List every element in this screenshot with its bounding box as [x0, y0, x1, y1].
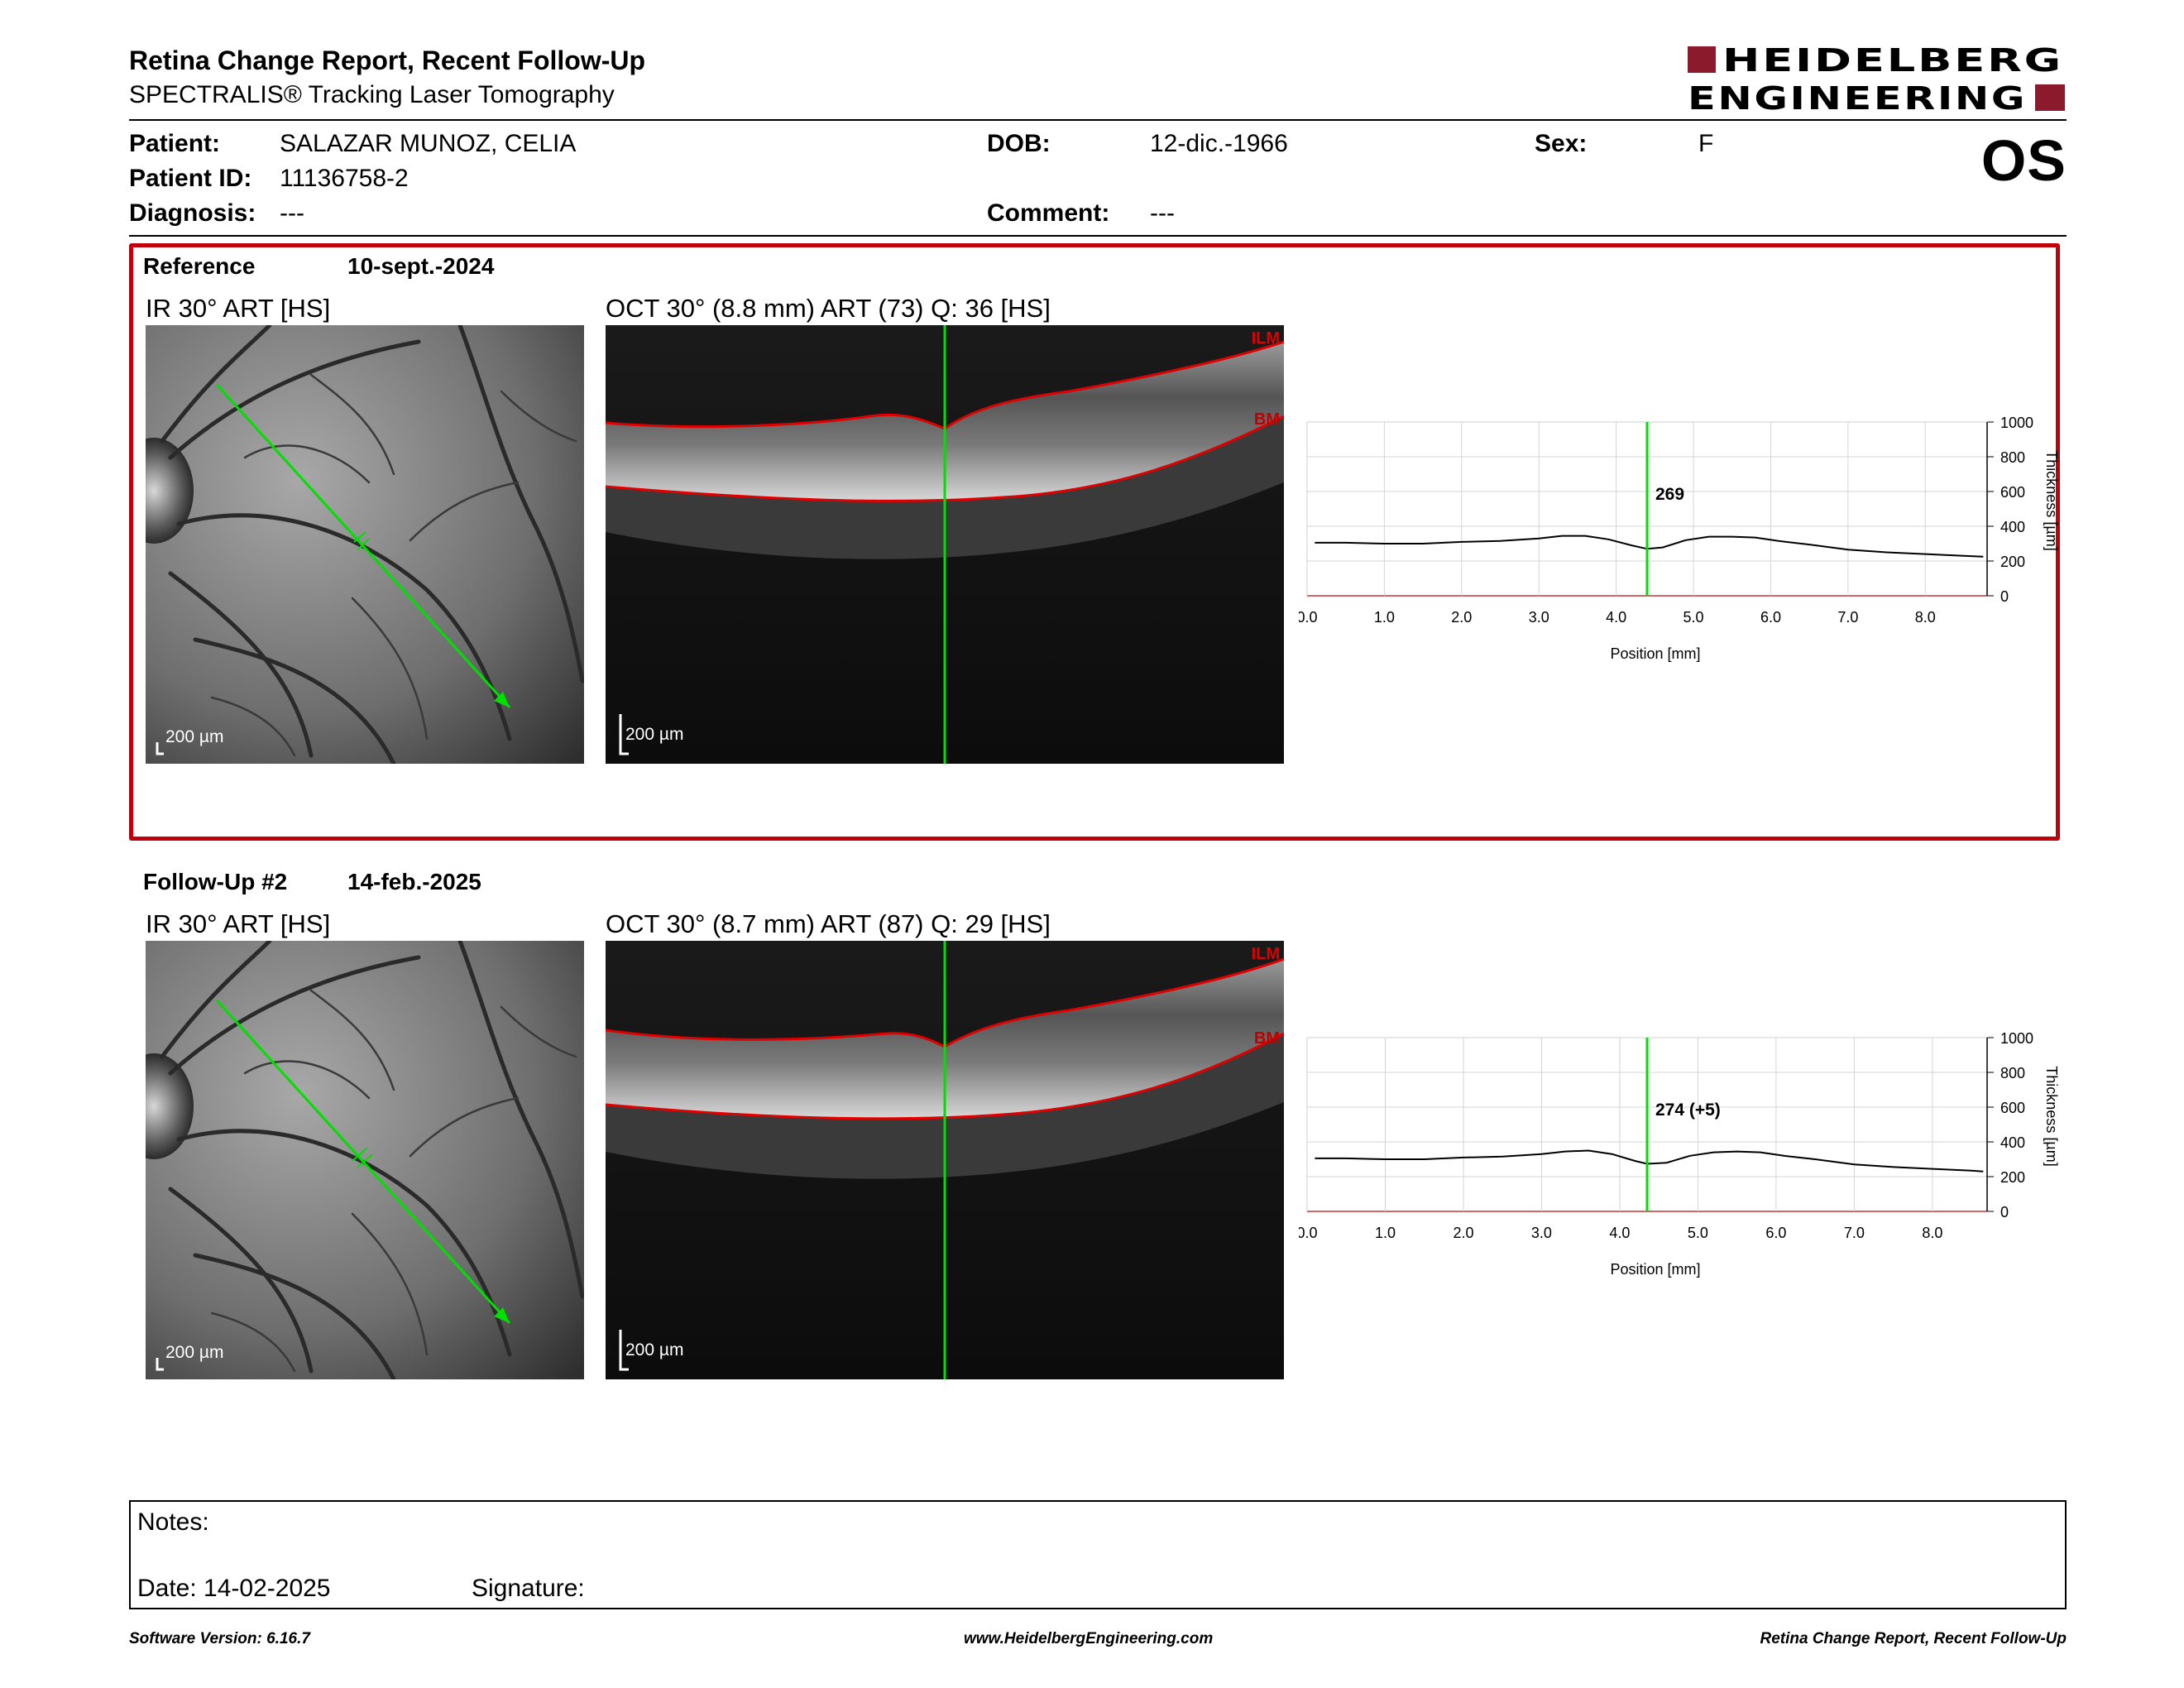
header-divider [129, 119, 2067, 121]
reference-oct-image[interactable]: ILM BM 200 µm [606, 325, 1284, 764]
footer-software-version: Software Version: 6.16.7 [129, 1630, 310, 1647]
y-tick-label: 400 [2000, 519, 2025, 535]
report-title: Retina Change Report, Recent Follow-Up [129, 46, 646, 75]
reference-ir-scale: 200 µm [165, 727, 224, 746]
x-tick-label: 3.0 [1531, 1225, 1552, 1241]
heidelberg-logo: HEIDELBERG ENGINEERING [1688, 42, 2067, 117]
x-tick-label: 5.0 [1684, 609, 1704, 626]
followup-ir-label: IR 30° ART [HS] [146, 909, 331, 938]
notes-date: Date: 14-02-2025 [137, 1575, 331, 1602]
svg-text:ILM: ILM [1252, 945, 1280, 963]
x-tick-label: 6.0 [1765, 1225, 1786, 1241]
x-tick-label: 2.0 [1451, 609, 1472, 626]
thickness-series-line [1315, 1149, 1984, 1172]
y-axis-label: Thickness [µm] [2043, 1066, 2060, 1166]
y-tick-label: 600 [2000, 484, 2025, 501]
patient-id-label: Patient ID: [129, 165, 252, 192]
x-tick-label: 2.0 [1453, 1225, 1473, 1241]
diagnosis-value: --- [280, 199, 304, 227]
x-tick-label: 3.0 [1529, 609, 1549, 626]
reference-frame [129, 243, 2060, 841]
x-tick-label: 6.0 [1760, 609, 1781, 626]
svg-text:HEIDELBERG: HEIDELBERG [1722, 43, 2063, 79]
svg-text:BM: BM [1254, 410, 1280, 429]
y-tick-label: 400 [2000, 1134, 2025, 1151]
dob-label: DOB: [987, 130, 1051, 157]
followup-oct-label: OCT 30° (8.7 mm) ART (87) Q: 29 [HS] [606, 909, 1051, 938]
y-tick-label: 200 [2000, 554, 2025, 570]
x-tick-label: 8.0 [1915, 609, 1936, 626]
followup-date: 14-feb.-2025 [347, 869, 481, 894]
notes-box[interactable]: Notes: Date: 14-02-2025 Signature: [129, 1500, 2067, 1609]
followup-label: Follow-Up #2 [143, 869, 288, 894]
eye-indicator: OS [1980, 128, 2067, 193]
y-tick-label: 800 [2000, 1065, 2025, 1081]
x-tick-label: 7.0 [1837, 609, 1858, 626]
report-subtitle: SPECTRALIS® Tracking Laser Tomography [129, 81, 615, 108]
followup-oct-scale: 200 µm [625, 1340, 684, 1360]
y-tick-label: 200 [2000, 1169, 2025, 1186]
x-tick-label: 1.0 [1375, 1225, 1396, 1241]
info-divider [129, 235, 2067, 237]
patient-name: SALAZAR MUNOZ, CELIA [280, 130, 577, 157]
sex-label: Sex: [1535, 130, 1588, 157]
diagnosis-label: Diagnosis: [129, 199, 256, 227]
x-tick-label: 0.0 [1299, 1225, 1318, 1241]
x-tick-label: 4.0 [1606, 609, 1626, 626]
patient-name-label: Patient: [129, 130, 221, 157]
y-tick-label: 0 [2000, 1204, 2009, 1220]
y-axis-label: Thickness [µm] [2043, 450, 2060, 550]
svg-text:ENGINEERING: ENGINEERING [1688, 80, 2027, 117]
comment-value: --- [1150, 199, 1175, 227]
reference-thickness-chart: 0 200 400 600 800 1000 0.0 1.0 2.0 3.0 4.0 5.0 6.0 7.… [1296, 405, 2060, 679]
marker-value-label: 274 (+5) [1655, 1101, 1721, 1120]
footer-website[interactable]: www.HeidelbergEngineering.com [964, 1630, 1214, 1647]
x-axis-label: Position [mm] [1610, 645, 1700, 662]
x-tick-label: 8.0 [1922, 1225, 1942, 1241]
reference-date: 10-sept.-2024 [347, 253, 495, 279]
sex-value: F [1698, 130, 1714, 157]
x-tick-label: 5.0 [1688, 1225, 1708, 1241]
y-tick-label: 800 [2000, 449, 2025, 466]
marker-value-label: 269 [1655, 485, 1684, 504]
svg-text:ILM: ILM [1252, 329, 1280, 348]
x-tick-label: 1.0 [1374, 609, 1395, 626]
x-tick-label: 7.0 [1844, 1225, 1865, 1241]
y-tick-label: 0 [2000, 588, 2009, 605]
reference-label: Reference [143, 253, 256, 279]
comment-label: Comment: [987, 199, 1110, 227]
followup-ir-image[interactable]: 200 µm [146, 941, 584, 1379]
x-axis-label: Position [mm] [1610, 1261, 1700, 1278]
svg-text:BM: BM [1254, 1029, 1280, 1048]
notes-label: Notes: [137, 1508, 209, 1536]
thickness-series-line [1315, 535, 1984, 558]
reference-oct-label: OCT 30° (8.8 mm) ART (73) Q: 36 [HS] [606, 294, 1051, 323]
reference-oct-scale: 200 µm [625, 725, 684, 744]
reference-ir-image[interactable]: 200 µm [146, 325, 584, 764]
reference-ir-label: IR 30° ART [HS] [146, 294, 331, 323]
patient-id: 11136758-2 [280, 165, 409, 192]
followup-ir-scale: 200 µm [165, 1343, 224, 1362]
followup-thickness-chart: 0 200 400 600 800 1000 0.0 1.0 2.0 3.0 4.0 5.0 6.0 7.… [1296, 1021, 2060, 1294]
followup-oct-image[interactable]: ILM BM 200 µm [606, 941, 1284, 1379]
y-tick-label: 1000 [2000, 415, 2033, 431]
footer-report-name: Retina Change Report, Recent Follow-Up [1760, 1630, 2067, 1647]
y-tick-label: 1000 [2000, 1030, 2033, 1047]
y-tick-label: 600 [2000, 1100, 2025, 1116]
signature-label: Signature: [472, 1575, 585, 1602]
x-tick-label: 4.0 [1609, 1225, 1630, 1241]
dob-value: 12-dic.-1966 [1150, 130, 1288, 157]
x-tick-label: 0.0 [1299, 609, 1318, 626]
